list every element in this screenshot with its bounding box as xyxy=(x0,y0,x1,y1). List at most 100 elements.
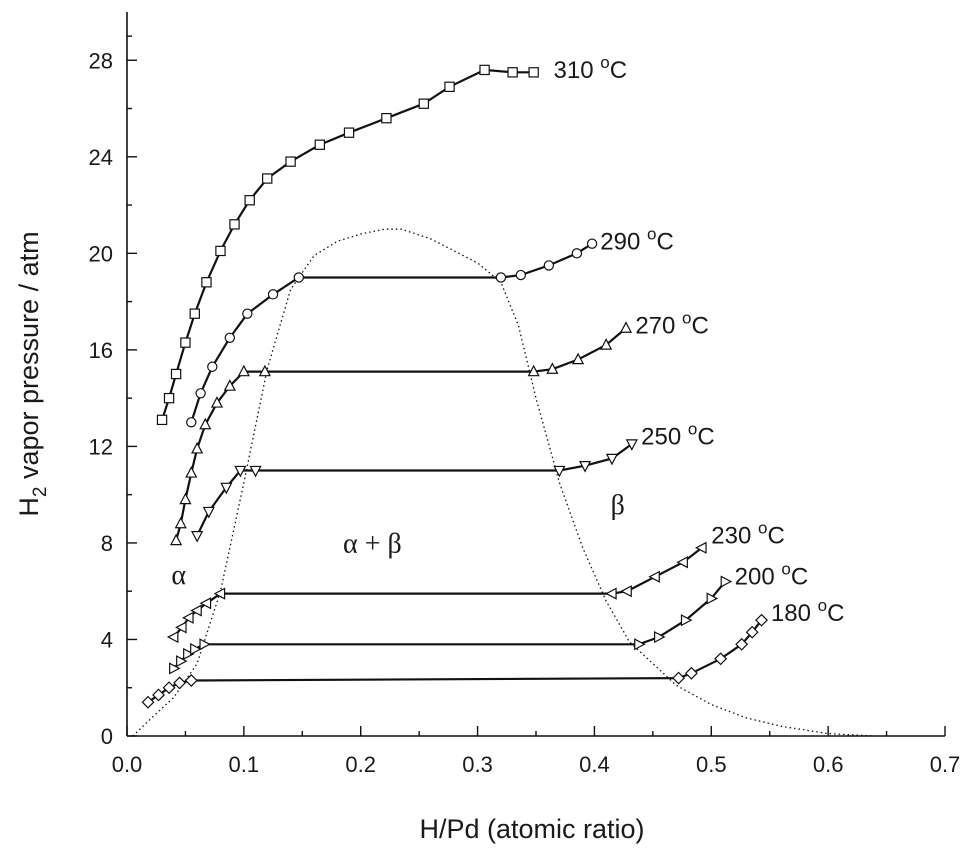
x-tick-label: 0.4 xyxy=(579,752,610,777)
triangle-left-data-point xyxy=(213,587,226,600)
triangle-right-data-point xyxy=(169,662,181,675)
triangle-down-data-point xyxy=(553,465,566,478)
y-tick-label: 20 xyxy=(89,241,113,266)
triangle-left-data-point xyxy=(605,587,617,600)
triangle-down-data-point xyxy=(605,453,619,466)
series-230c xyxy=(166,541,707,644)
y-tick-label: 24 xyxy=(89,145,113,170)
triangle-right-data-point xyxy=(654,630,666,644)
square-data-point xyxy=(418,98,430,109)
circle-data-point xyxy=(495,272,507,283)
phase-region-label: α xyxy=(171,560,186,591)
triangle-up-data-point xyxy=(546,362,559,374)
square-data-point xyxy=(229,219,240,230)
isotherm-line xyxy=(175,327,627,541)
square-data-point xyxy=(156,414,168,426)
circle-data-point xyxy=(195,388,206,399)
x-tick-label: 0.1 xyxy=(229,752,260,777)
y-axis-title: H2 vapor pressure / atm xyxy=(14,231,51,516)
triangle-right-data-point xyxy=(706,592,719,605)
isotherm-series xyxy=(141,64,768,709)
y-tick-label: 8 xyxy=(101,531,113,556)
triangle-left-data-point xyxy=(190,604,202,617)
square-data-point xyxy=(507,67,518,78)
series-200c xyxy=(169,575,733,675)
series-label: 250 oC xyxy=(641,420,715,451)
triangle-up-data-point xyxy=(619,321,633,333)
circle-data-point xyxy=(267,289,279,300)
triangle-left-data-point xyxy=(199,597,212,610)
triangle-down-data-point xyxy=(202,506,215,519)
triangle-left-data-point xyxy=(676,556,688,569)
triangle-up-data-point xyxy=(185,466,198,478)
triangle-right-data-point xyxy=(176,655,188,668)
triangle-up-data-point xyxy=(179,492,192,505)
diamond-data-point xyxy=(745,625,759,639)
circle-data-point xyxy=(293,272,304,283)
x-tick-label: 0.0 xyxy=(112,752,143,777)
triangle-up-data-point xyxy=(223,379,236,391)
x-tick-label: 0.7 xyxy=(930,752,961,777)
series-label: 290 oC xyxy=(600,224,674,255)
square-data-point xyxy=(444,81,455,93)
triangle-left-data-point xyxy=(648,570,660,583)
square-data-point xyxy=(170,368,182,380)
triangle-right-data-point xyxy=(720,575,733,588)
triangle-left-data-point xyxy=(166,630,179,644)
series-labels: 310 oC 290 oC 270 oC 250 oC 230 oC 200 oC 180 … xyxy=(554,53,845,627)
series-270c xyxy=(169,321,633,546)
diamond-data-point xyxy=(152,688,165,702)
circle-data-point xyxy=(242,308,253,319)
triangle-down-data-point xyxy=(625,439,638,451)
triangle-down-data-point xyxy=(578,461,592,473)
diamond-data-point xyxy=(141,695,155,709)
triangle-up-data-point xyxy=(600,338,613,350)
series-label: 270 oC xyxy=(635,309,709,340)
phase-region-label: α + β xyxy=(343,529,402,560)
triangle-down-data-point xyxy=(191,530,204,543)
square-data-point xyxy=(189,308,200,319)
triangle-up-data-point xyxy=(237,364,250,377)
triangle-right-data-point xyxy=(680,614,693,627)
diamond-data-point xyxy=(755,613,768,627)
diamond-data-point xyxy=(714,652,728,666)
triangle-left-data-point xyxy=(182,611,194,624)
envelope-curve xyxy=(132,228,875,737)
square-data-point xyxy=(163,392,175,404)
y-axis-title-subscript: 2 xyxy=(30,487,51,498)
triangle-down-data-point xyxy=(249,465,262,478)
y-tick-label: 16 xyxy=(89,338,113,363)
y-tick-label: 4 xyxy=(101,627,113,652)
square-data-point xyxy=(285,156,296,167)
triangle-right-data-point xyxy=(183,647,195,661)
triangle-up-data-point xyxy=(527,364,540,377)
series-310c xyxy=(156,64,539,426)
circle-data-point xyxy=(571,248,583,259)
x-tick-label: 0.3 xyxy=(462,752,493,777)
square-data-point xyxy=(201,277,212,288)
square-data-point xyxy=(528,67,539,78)
circle-data-point xyxy=(207,361,218,372)
phase-region-labels: α α + β β xyxy=(171,490,625,591)
x-tick-label: 0.2 xyxy=(345,752,376,777)
circle-data-point xyxy=(224,332,236,343)
isotherm-line xyxy=(196,443,633,537)
triangle-down-data-point xyxy=(220,482,233,495)
triangle-up-data-point xyxy=(210,396,224,408)
circle-data-point xyxy=(543,260,555,271)
diamond-data-point xyxy=(672,671,686,685)
triangle-up-data-point xyxy=(174,516,187,529)
x-tick-label: 0.6 xyxy=(813,752,844,777)
diamond-data-point xyxy=(173,676,187,690)
series-label: 230 oC xyxy=(711,519,785,550)
triangle-right-data-point xyxy=(190,643,202,656)
x-axis-title: H/Pd (atomic ratio) xyxy=(419,814,644,844)
diamond-data-point xyxy=(162,681,176,695)
triangle-down-data-point xyxy=(234,465,247,478)
series-250c xyxy=(191,439,638,543)
axis-ticks: 0.0 0.1 0.2 0.3 0.4 0.5 0.6 0.7 0 4 8 12 16 20 24 28 xyxy=(89,35,961,777)
y-tick-label: 12 xyxy=(89,434,113,459)
triangle-up-data-point xyxy=(199,417,212,430)
triangle-left-data-point xyxy=(620,585,632,598)
y-axis-title-rest: vapor pressure / atm xyxy=(14,231,44,486)
